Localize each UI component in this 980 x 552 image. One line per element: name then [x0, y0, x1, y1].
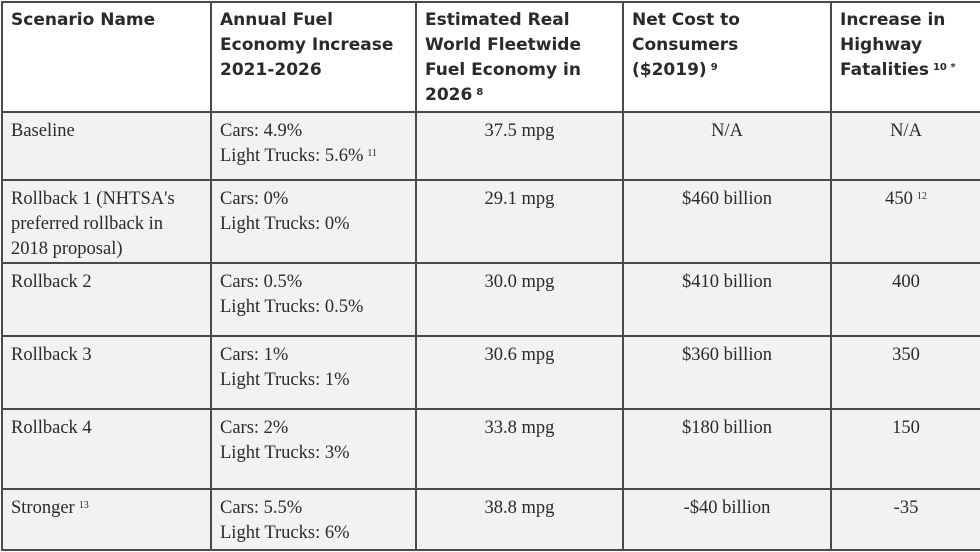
fatalities-cell: 450 12 [830, 179, 980, 264]
fuel-economy-increase-cell: Cars: 4.9% Light Trucks: 5.6% 11 [210, 111, 417, 181]
scenario-name-cell: Rollback 1 (NHTSA's preferred rollback i… [1, 179, 212, 264]
net-cost-cell: N/A [622, 111, 832, 181]
fuel-economy-increase-cell: Cars: 5.5% Light Trucks: 6% [210, 488, 417, 551]
scenario-name-cell: Rollback 2 [1, 262, 212, 337]
fuel-economy-increase-cell: Cars: 0% Light Trucks: 0% [210, 179, 417, 264]
column-header: Scenario Name [1, 1, 212, 113]
trucks-increase-line: Light Trucks: 0% [220, 212, 407, 237]
net-cost-cell: -$40 billion [622, 488, 832, 551]
trucks-increase: Light Trucks: 0% [220, 214, 350, 234]
fatalities-increase: 150 [892, 418, 920, 438]
trucks-increase-line: Light Trucks: 1% [220, 368, 407, 393]
net-cost: $360 billion [682, 345, 772, 365]
scenario-name: Rollback 2 [11, 272, 92, 292]
table-row: Rollback 1 (NHTSA's preferred rollback i… [1, 179, 980, 264]
net-cost: $410 billion [682, 272, 772, 292]
fleetwide-mpg: 37.5 mpg [484, 121, 555, 141]
fleetwide-mpg-cell: 29.1 mpg [415, 179, 624, 264]
cars-increase: Cars: 5.5% [220, 498, 303, 518]
fatalities-increase: N/A [890, 121, 922, 141]
fatalities-cell: 150 [830, 408, 980, 490]
scenario-name: Rollback 4 [11, 418, 92, 438]
fuel-economy-increase-cell: Cars: 0.5% Light Trucks: 0.5% [210, 262, 417, 337]
scenario-name: Rollback 1 (NHTSA's preferred rollback i… [11, 189, 175, 259]
fleetwide-mpg-cell: 33.8 mpg [415, 408, 624, 490]
fleetwide-mpg: 29.1 mpg [484, 189, 555, 209]
fatalities-cell: -35 [830, 488, 980, 551]
fleetwide-mpg: 30.0 mpg [484, 272, 555, 292]
fatalities-increase: 400 [892, 272, 920, 292]
scenario-name-cell: Rollback 3 [1, 335, 212, 410]
table-row: Stronger 13 Cars: 5.5% Light Trucks: 6% 38.8… [1, 488, 980, 551]
net-cost: N/A [711, 121, 743, 141]
footnote-ref: 9 [710, 62, 718, 73]
scenario-name: Baseline [11, 121, 75, 141]
scenario-name: Rollback 3 [11, 345, 92, 365]
header-label: Net Cost to Consumers ($2019) [632, 10, 740, 80]
trucks-increase: Light Trucks: 3% [220, 443, 350, 463]
net-cost: -$40 billion [683, 498, 771, 518]
footnote-ref: 11 [367, 148, 378, 159]
net-cost-cell: $180 billion [622, 408, 832, 490]
cars-increase: Cars: 1% [220, 345, 289, 365]
table-row: Baseline Cars: 4.9% Light Trucks: 5.6% 11 37… [1, 111, 980, 181]
fuel-economy-increase-cell: Cars: 2% Light Trucks: 3% [210, 408, 417, 490]
fatalities-increase: -35 [893, 498, 919, 518]
table-row: Rollback 4 Cars: 2% Light Trucks: 3% 33.8 m… [1, 408, 980, 490]
column-header: Estimated Real World Fleetwide Fuel Econ… [415, 1, 624, 113]
header-label: Annual Fuel Economy Increase 2021-2026 [220, 10, 394, 80]
header-label: Increase in Highway Fatalities [840, 10, 946, 80]
fatalities-cell: N/A [830, 111, 980, 181]
trucks-increase: Light Trucks: 6% [220, 523, 350, 543]
cars-increase: Cars: 0% [220, 189, 289, 209]
cars-increase: Cars: 2% [220, 418, 289, 438]
footnote-ref: 12 [916, 191, 927, 202]
cars-increase: Cars: 4.9% [220, 121, 303, 141]
scenario-name-cell: Baseline [1, 111, 212, 181]
cars-increase: Cars: 0.5% [220, 272, 303, 292]
table-row: Rollback 3 Cars: 1% Light Trucks: 1% 30.6 m… [1, 335, 980, 410]
fleetwide-mpg-cell: 30.6 mpg [415, 335, 624, 410]
header-label: Scenario Name [11, 10, 156, 30]
fuel-economy-increase-cell: Cars: 1% Light Trucks: 1% [210, 335, 417, 410]
column-header: Increase in Highway Fatalities 10 * [830, 1, 980, 113]
fatalities-increase: 350 [892, 345, 920, 365]
fleetwide-mpg: 33.8 mpg [484, 418, 555, 438]
net-cost: $180 billion [682, 418, 772, 438]
scenario-name-cell: Stronger 13 [1, 488, 212, 551]
trucks-increase: Light Trucks: 1% [220, 370, 350, 390]
table-row: Rollback 2 Cars: 0.5% Light Trucks: 0.5% 30… [1, 262, 980, 337]
trucks-increase-line: Light Trucks: 5.6% 11 [220, 144, 407, 169]
footnote-ref: 8 [476, 87, 484, 98]
trucks-increase: Light Trucks: 5.6% [220, 146, 364, 166]
column-header: Net Cost to Consumers ($2019) 9 [622, 1, 832, 113]
header-label: Estimated Real World Fleetwide Fuel Econ… [425, 10, 581, 105]
fatalities-cell: 400 [830, 262, 980, 337]
fleetwide-mpg-cell: 30.0 mpg [415, 262, 624, 337]
column-header: Annual Fuel Economy Increase 2021-2026 [210, 1, 417, 113]
fleetwide-mpg: 30.6 mpg [484, 345, 555, 365]
footnote-ref: 13 [78, 500, 89, 511]
fleetwide-mpg: 38.8 mpg [484, 498, 555, 518]
net-cost: $460 billion [682, 189, 772, 209]
trucks-increase-line: Light Trucks: 3% [220, 441, 407, 466]
trucks-increase-line: Light Trucks: 0.5% [220, 295, 407, 320]
fatalities-increase: 450 [885, 189, 913, 209]
scenario-name: Stronger [11, 498, 75, 518]
net-cost-cell: $360 billion [622, 335, 832, 410]
fleetwide-mpg-cell: 37.5 mpg [415, 111, 624, 181]
scenario-name-cell: Rollback 4 [1, 408, 212, 490]
trucks-increase-line: Light Trucks: 6% [220, 521, 407, 546]
fatalities-cell: 350 [830, 335, 980, 410]
footnote-ref: 10 * [932, 62, 956, 73]
header-row: Scenario Name Annual Fuel Economy Increas… [1, 1, 980, 113]
trucks-increase: Light Trucks: 0.5% [220, 297, 364, 317]
net-cost-cell: $410 billion [622, 262, 832, 337]
net-cost-cell: $460 billion [622, 179, 832, 264]
fleetwide-mpg-cell: 38.8 mpg [415, 488, 624, 551]
